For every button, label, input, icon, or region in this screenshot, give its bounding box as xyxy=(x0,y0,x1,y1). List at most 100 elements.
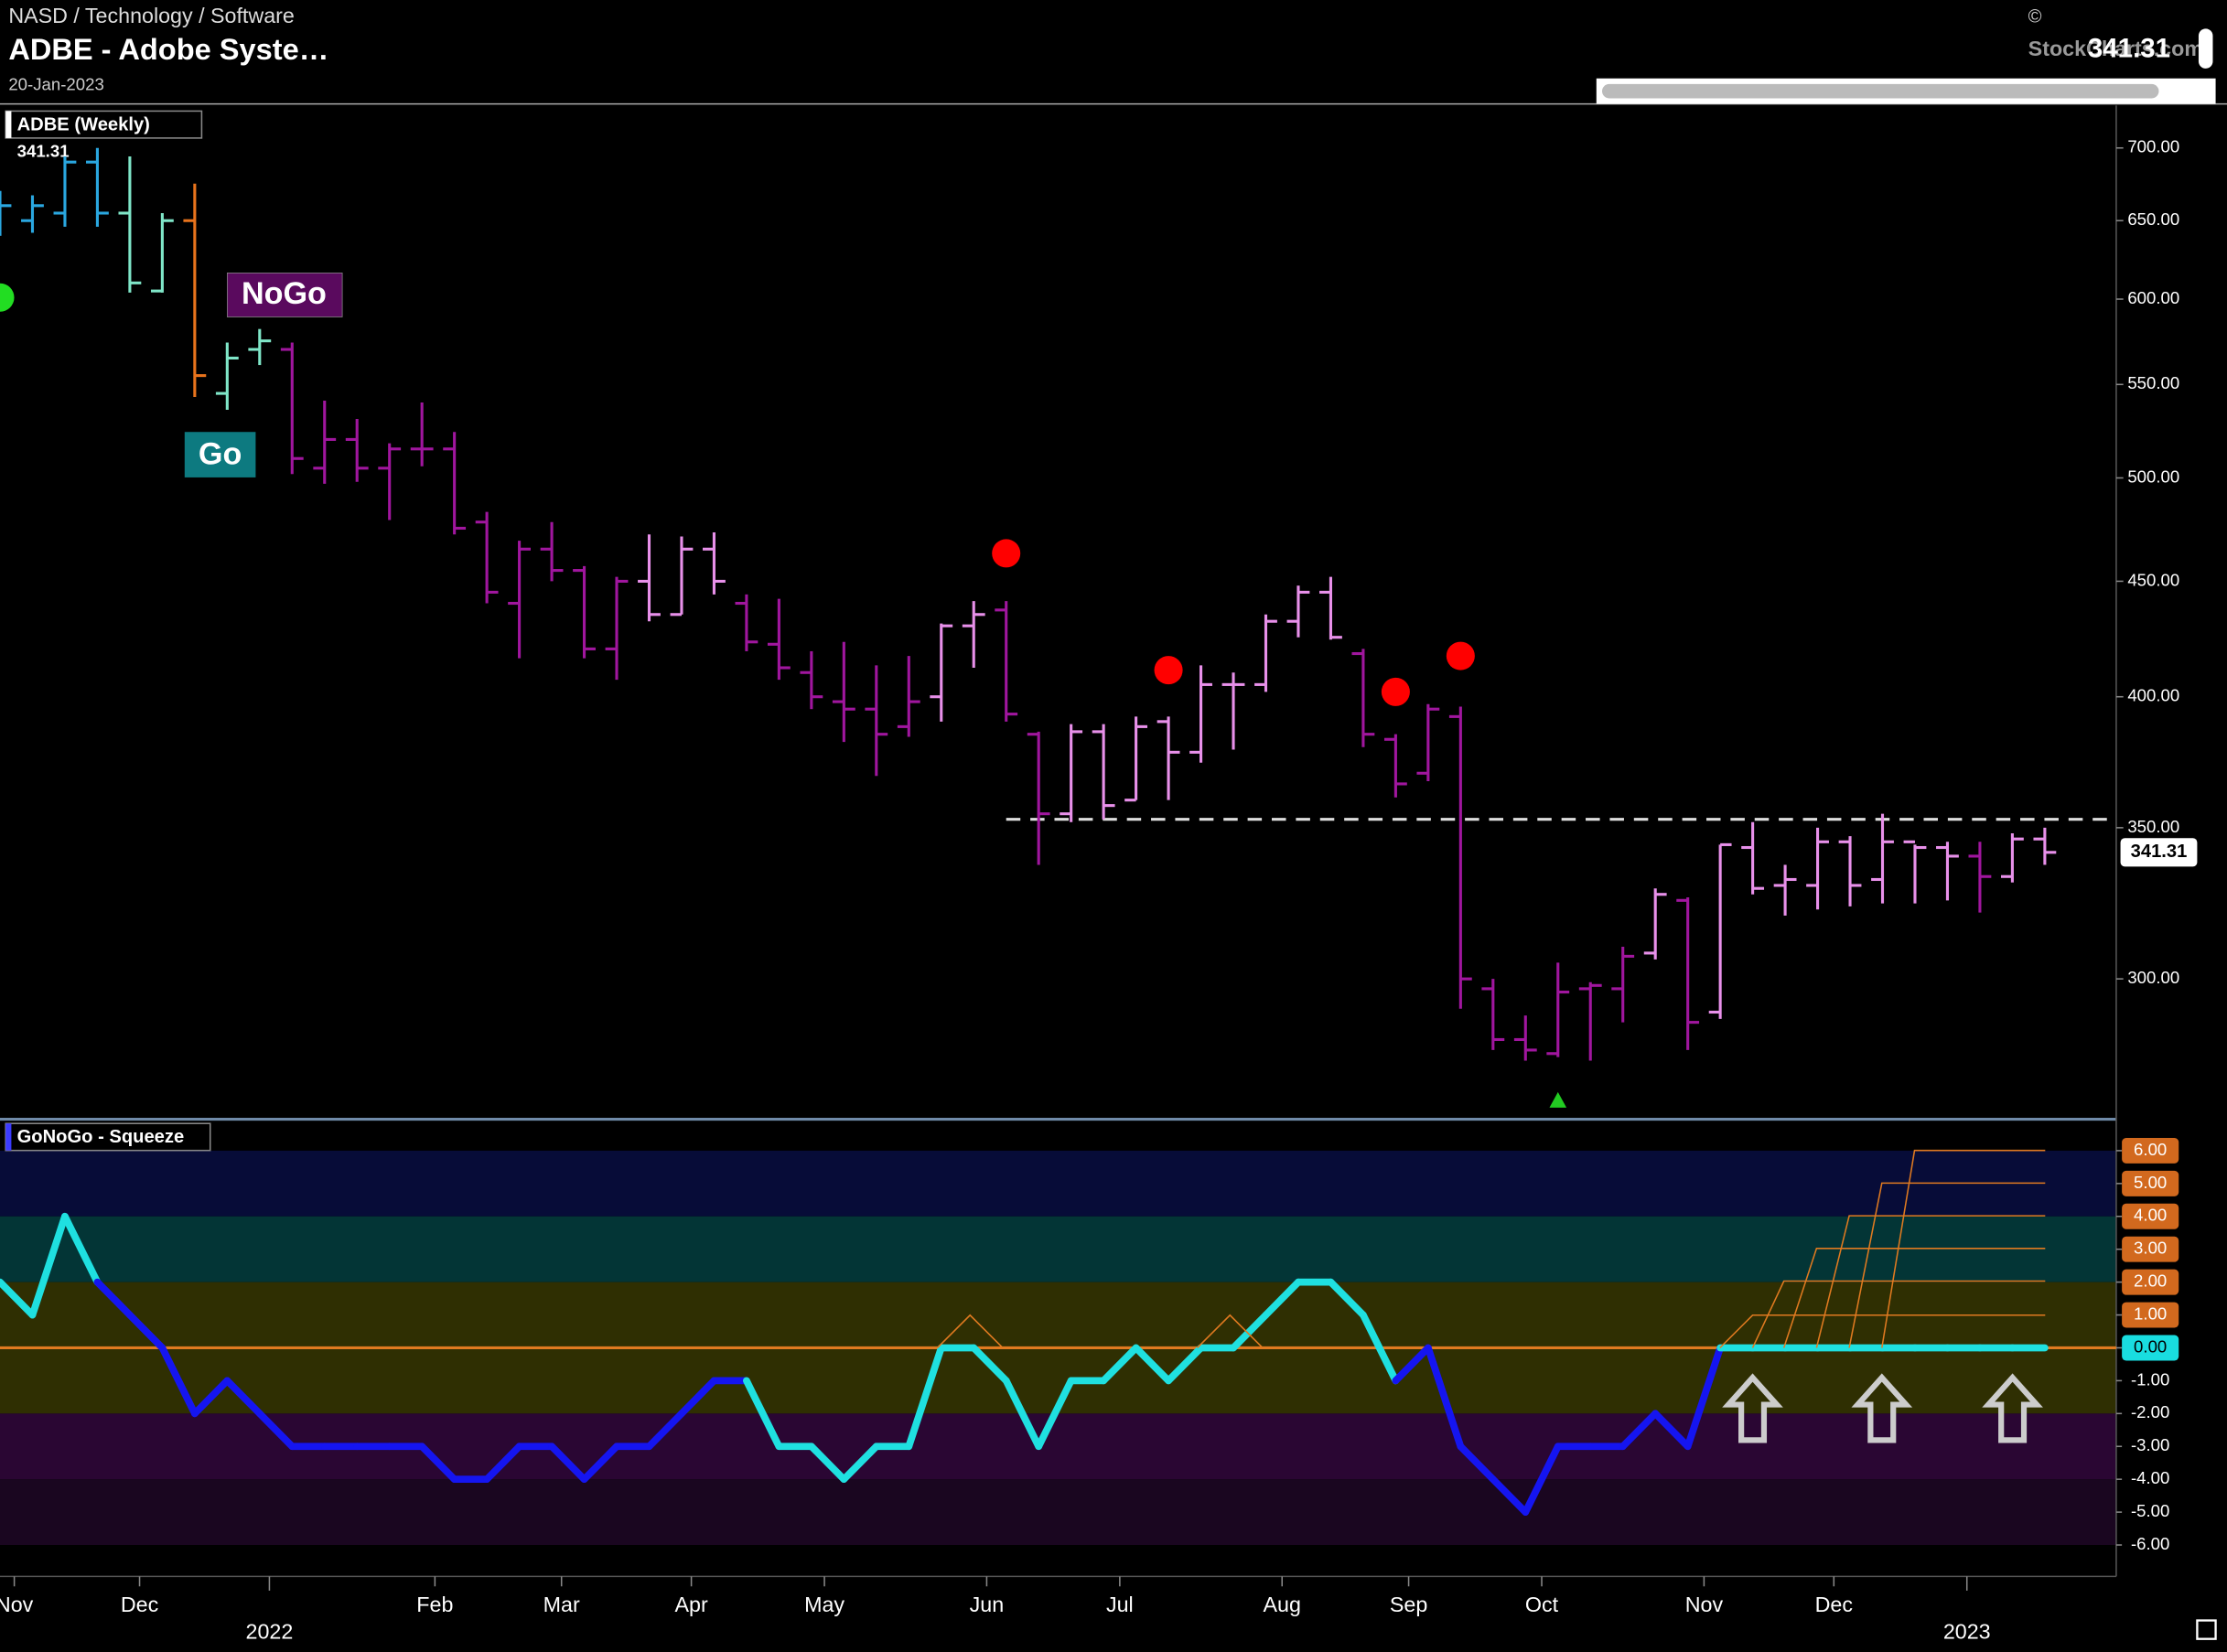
oscillator-segment xyxy=(1327,1278,1367,1319)
source: StockCharts.com xyxy=(2028,37,2203,60)
up-arrow xyxy=(1851,1373,1913,1443)
oscillator-segment xyxy=(645,1410,685,1451)
y-tick-label: 2.00 xyxy=(2134,1271,2167,1291)
tick-box xyxy=(2122,1236,2179,1262)
x-tick-label: Sep xyxy=(1390,1593,1427,1616)
legend-box xyxy=(5,110,203,139)
symbol-title: ADBE - Adobe Syste… xyxy=(8,32,328,66)
oscillator-segment xyxy=(1619,1410,1660,1451)
y-tick-label: -4.00 xyxy=(2131,1468,2169,1487)
oscillator-segment xyxy=(1489,1475,1530,1516)
oscillator-segment xyxy=(0,1278,37,1319)
zone xyxy=(0,1216,2116,1282)
squeeze-line xyxy=(1815,1215,2046,1348)
x-tick-label: Oct xyxy=(1525,1593,1559,1616)
oscillator-segment xyxy=(190,1377,231,1418)
price-legend: ADBE (Weekly) xyxy=(17,114,150,134)
tick-box xyxy=(2122,1137,2179,1164)
go-box xyxy=(184,432,256,477)
squeeze-line xyxy=(1848,1182,2046,1348)
x-tick-label: Apr xyxy=(674,1593,707,1616)
scroll-thumb[interactable] xyxy=(1601,83,2159,99)
last-price-label: 341.31 xyxy=(2131,842,2188,862)
oscillator-segment xyxy=(1392,1344,1432,1385)
x-tick-label: Feb xyxy=(416,1593,453,1616)
oscillator-segment xyxy=(255,1410,296,1451)
y-tick-label: 450.00 xyxy=(2127,570,2179,589)
nogo-signal xyxy=(992,539,1021,568)
oscillator-segment xyxy=(93,1278,134,1319)
legend-marker xyxy=(5,1123,12,1151)
y-tick-label: -1.00 xyxy=(2131,1369,2169,1389)
squeeze-line xyxy=(1782,1248,2046,1348)
x-tick-label: Nov xyxy=(0,1593,34,1616)
zone xyxy=(0,1479,2116,1546)
oscillator-segment xyxy=(483,1443,523,1484)
nogo-signal xyxy=(1446,641,1475,670)
y-tick-label: -3.00 xyxy=(2131,1435,2169,1454)
x-tick-label: Jul xyxy=(1106,1593,1134,1616)
squeeze-grid xyxy=(936,1149,2046,1349)
plot: 300.00 350.00 400.00 450.00 500.00 550.00 600.… xyxy=(0,137,2198,1644)
oscillator-segment xyxy=(61,1212,102,1286)
oscillator-segment xyxy=(580,1443,620,1484)
oscillator-segment xyxy=(1262,1278,1302,1319)
tick-box xyxy=(2122,1203,2179,1229)
y-tick-label: 350.00 xyxy=(2127,817,2179,836)
y-tick-label: 6.00 xyxy=(2134,1140,2167,1159)
tick-box xyxy=(2122,1302,2179,1328)
oscillator-segment xyxy=(678,1377,718,1418)
last-price-box xyxy=(2120,838,2198,867)
nogo-label: NoGo xyxy=(242,276,327,311)
x-tick-label: Dec xyxy=(121,1593,159,1616)
y-tick-label: -6.00 xyxy=(2131,1534,2169,1553)
oscillator-segment xyxy=(548,1443,588,1484)
tick-box xyxy=(2122,1269,2179,1295)
tick-box xyxy=(2122,1170,2179,1196)
oscillator-segment xyxy=(1132,1344,1172,1385)
oscillator-segment xyxy=(1230,1311,1270,1352)
nogo-signal xyxy=(1154,656,1183,685)
year-label: 2023 xyxy=(1943,1620,1991,1644)
y-tick-label: 300.00 xyxy=(2127,968,2179,987)
oscillator-segment xyxy=(158,1344,199,1418)
tick-box xyxy=(2122,1335,2179,1361)
x-tick-label: May xyxy=(804,1593,845,1616)
oscillator-segment xyxy=(1002,1377,1043,1451)
scroll-handle[interactable] xyxy=(2198,28,2213,69)
oscillator-segment xyxy=(1522,1443,1562,1516)
go-signal xyxy=(0,283,15,312)
last-price: 341.31 xyxy=(2088,33,2170,63)
oscillator-segment xyxy=(905,1344,945,1451)
oscillator-segment xyxy=(970,1344,1010,1385)
oscillator-segment xyxy=(1360,1311,1400,1385)
copyright: © xyxy=(2028,6,2042,27)
date: 20-Jan-2023 xyxy=(8,74,104,93)
y-tick-label: 600.00 xyxy=(2127,288,2179,307)
squeeze-arrows xyxy=(1722,1373,2043,1443)
oscillator-segment xyxy=(1457,1443,1497,1484)
squeeze-line xyxy=(1719,1314,2046,1349)
oscillator-segment xyxy=(1424,1344,1465,1451)
y-tick-label: -5.00 xyxy=(2131,1501,2169,1520)
y-tick-label: 5.00 xyxy=(2134,1173,2167,1192)
squeeze-line xyxy=(1751,1280,2046,1348)
y-tick-label: 400.00 xyxy=(2127,686,2179,705)
oscillator-segment xyxy=(807,1443,848,1484)
x-tick-label: Dec xyxy=(1815,1593,1854,1616)
oscillator-segment xyxy=(1651,1410,1692,1451)
squeeze-line xyxy=(1197,1314,1264,1349)
oscillator-segment xyxy=(126,1311,167,1352)
oscillator-segment xyxy=(1684,1344,1725,1451)
x-tick-label: Jun xyxy=(970,1593,1005,1616)
y-tick-label: 650.00 xyxy=(2127,209,2179,229)
up-arrow xyxy=(1722,1373,1783,1443)
oscillator-segment xyxy=(28,1212,69,1319)
nogo-signal xyxy=(1381,677,1410,706)
settings-icon[interactable] xyxy=(2196,1619,2217,1640)
y-tick-label: 4.00 xyxy=(2134,1206,2167,1225)
y-tick-label: 550.00 xyxy=(2127,373,2179,392)
oscillator-segment xyxy=(1165,1344,1205,1385)
y-tick-label: 1.00 xyxy=(2134,1303,2167,1323)
y-tick-label: -2.00 xyxy=(2131,1402,2169,1421)
